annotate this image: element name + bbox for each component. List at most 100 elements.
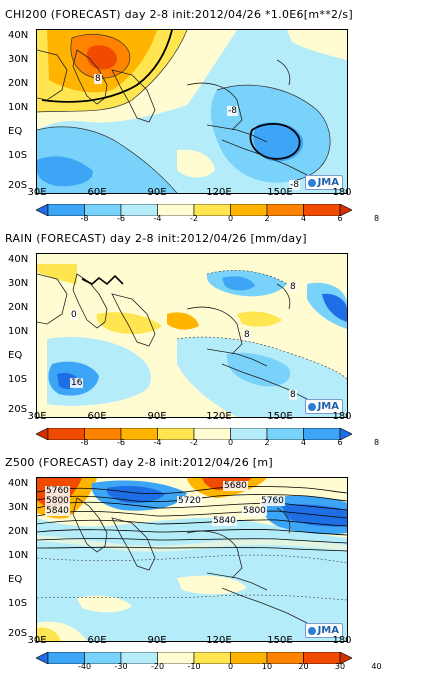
contour-label: 5720	[177, 496, 202, 506]
lon-label: 180	[332, 187, 352, 198]
contour-label: 5800	[45, 496, 70, 506]
colorbar-segment	[47, 203, 85, 217]
colorbar-segment	[84, 427, 122, 441]
lon-label: 60E	[87, 411, 107, 422]
colorbar-segment	[157, 203, 195, 217]
lat-label: 20N	[8, 526, 29, 537]
colorbar-segment	[47, 427, 85, 441]
lat-label: 20N	[8, 302, 29, 313]
colorbar-tick-label: 4	[300, 438, 307, 447]
lon-label: 60E	[87, 187, 107, 198]
colorbar-segment	[303, 203, 341, 217]
lon-label: 150E	[267, 187, 293, 198]
colorbar-tick-label: 8	[373, 214, 380, 223]
lat-label: 10N	[8, 326, 29, 337]
lat-label: EQ	[8, 574, 23, 585]
colorbar-tick-label: -6	[117, 214, 125, 223]
colorbar-tick-label: -4	[153, 214, 162, 223]
colorbar-max-arrow	[339, 427, 353, 441]
colorbar-segment	[266, 427, 304, 441]
colorbar-min-arrow	[35, 651, 49, 665]
colorbar: -8 -6 -4 -2 0 2 4 6 8	[35, 201, 379, 223]
colorbar-segment	[120, 203, 158, 217]
jma-logo: JMA	[304, 623, 343, 638]
colorbar-segment	[193, 427, 231, 441]
chi200-panel: CHI200 (FORECAST) day 2-8 init:2012/04/2…	[0, 8, 423, 223]
contour-label: 5840	[45, 506, 70, 516]
colorbar-tick-label: 0	[227, 662, 234, 671]
colorbar-segment	[303, 427, 341, 441]
colorbar-tick-label: -4	[153, 438, 162, 447]
contour-label: 8	[289, 282, 297, 292]
lon-label: 150E	[267, 635, 293, 646]
colorbar: -40 -30 -20 -10 0 10 20 30 40	[35, 649, 382, 671]
colorbar-graphic	[35, 651, 353, 665]
colorbar-min-arrow	[35, 203, 49, 217]
lon-label: 90E	[147, 187, 167, 198]
colorbar-tick-label: 2	[264, 214, 270, 223]
colorbar-segment	[230, 427, 268, 441]
colorbar-tick-label: -2	[190, 438, 198, 447]
colorbar-max-arrow	[339, 651, 353, 665]
colorbar: -8 -6 -4 -2 0 2 4 6 8	[35, 425, 379, 447]
z500-map: 5760 5800 5840 5720 5680 5760 5800 5840 …	[36, 477, 348, 642]
colorbar-tick-label: 20	[298, 662, 309, 671]
lat-label: 10S	[8, 598, 28, 609]
contour-label: -8	[227, 106, 238, 116]
lat-label: 40N	[8, 478, 29, 489]
contour-label: 5680	[223, 481, 248, 491]
lat-label: EQ	[8, 350, 23, 361]
contour-label: 5840	[212, 516, 237, 526]
colorbar-tick-label: 2	[264, 438, 270, 447]
lon-label: 30E	[27, 187, 47, 198]
jma-globe-icon	[307, 178, 316, 187]
colorbar-tick-label: -8	[80, 438, 89, 447]
colorbar-tick-label: 8	[373, 438, 380, 447]
colorbar-tick-label: 40	[371, 662, 382, 671]
colorbar-min-arrow	[35, 427, 49, 441]
contour-label: 5760	[45, 486, 70, 496]
panel-title: Z500 (FORECAST) day 2-8 init:2012/04/26 …	[5, 456, 273, 469]
lat-label: 30N	[8, 502, 29, 513]
colorbar-tick-label: -40	[77, 662, 92, 671]
chi200-field	[37, 30, 347, 193]
lat-label: 30N	[8, 54, 29, 65]
colorbar-segment	[266, 203, 304, 217]
colorbar-tick-label: 6	[337, 214, 343, 223]
colorbar-tick-label: -2	[190, 214, 198, 223]
lon-label: 90E	[147, 635, 167, 646]
lat-label: 10N	[8, 102, 29, 113]
colorbar-graphic	[35, 203, 353, 217]
lat-label: 40N	[8, 30, 29, 41]
lon-label: 180	[332, 411, 352, 422]
colorbar-segment	[157, 427, 195, 441]
lon-label: 30E	[27, 635, 47, 646]
rain-panel: RAIN (FORECAST) day 2-8 init:2012/04/26 …	[0, 232, 423, 447]
lat-label: 30N	[8, 278, 29, 289]
lon-label: 60E	[87, 635, 107, 646]
colorbar-tick-label: -30	[114, 662, 128, 671]
lat-label: 20S	[8, 404, 28, 415]
colorbar-tick-label: 0	[227, 438, 234, 447]
colorbar-segment	[84, 203, 122, 217]
contour-label: -8	[289, 180, 300, 190]
colorbar-tick-label: 30	[334, 662, 346, 671]
lat-label: 10N	[8, 550, 29, 561]
rain-map: 0 8 8 16 8 JMA	[36, 253, 348, 418]
lat-label: 40N	[8, 254, 29, 265]
jma-logo: JMA	[304, 399, 343, 414]
rain-field	[37, 254, 347, 417]
lat-label: 10S	[8, 150, 28, 161]
lon-label: 150E	[267, 411, 293, 422]
contour-label: 0	[70, 310, 78, 320]
colorbar-tick-label: 4	[300, 214, 307, 223]
jma-globe-icon	[307, 626, 316, 635]
lat-label: 10S	[8, 374, 28, 385]
chi200-map: 8 -8 -8 JMA	[36, 29, 348, 194]
contour-label: 8	[289, 390, 297, 400]
lat-label: 20N	[8, 78, 29, 89]
contour-label: 5800	[242, 506, 267, 516]
lon-label: 90E	[147, 411, 167, 422]
contour-label: 5760	[260, 496, 285, 506]
lon-label: 120E	[206, 187, 232, 198]
